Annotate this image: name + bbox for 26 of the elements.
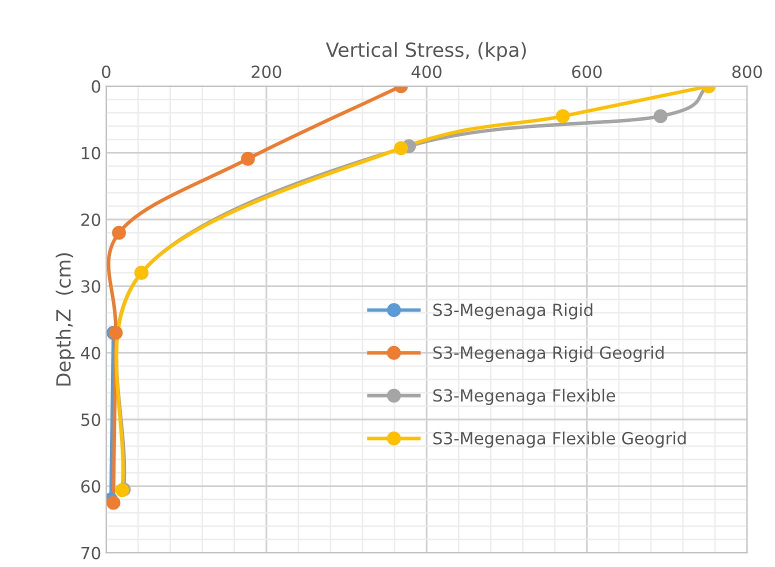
legend-label: S3-Megenaga Rigid — [433, 303, 592, 320]
y-tick-label: 20 — [81, 213, 100, 226]
y-tick-label: 0 — [92, 80, 100, 93]
legend-label: S3-Megenaga Flexible — [433, 388, 616, 405]
x-tick-label: 200 — [252, 65, 282, 78]
y-tick-label: 70 — [81, 546, 100, 560]
point — [556, 109, 570, 124]
point — [108, 326, 123, 340]
point — [106, 496, 120, 510]
y-axis-title: Depth,Z (cm) — [56, 253, 75, 386]
point — [654, 109, 668, 124]
x-tick-label: 600 — [572, 65, 602, 78]
legend-label: S3-Megenaga Flexible Geogrid — [433, 432, 686, 448]
y-tick-label: 40 — [80, 346, 100, 360]
y-tick-label: 10 — [82, 146, 100, 160]
x-tick-label: 800 — [732, 65, 762, 78]
x-axis-title: Vertical Stress, (kpa) — [326, 42, 526, 61]
y-tick-label: 60 — [81, 480, 100, 493]
y-tick-label: 50 — [81, 413, 100, 426]
x-tick-label: 400 — [412, 65, 442, 78]
point — [112, 226, 126, 240]
legend-label: S3-Megenaga Rigid Geogrid — [433, 346, 664, 362]
point — [394, 141, 408, 156]
point — [241, 152, 255, 166]
y-tick-label: 30 — [81, 280, 100, 293]
x-tick-label: 0 — [102, 65, 110, 78]
